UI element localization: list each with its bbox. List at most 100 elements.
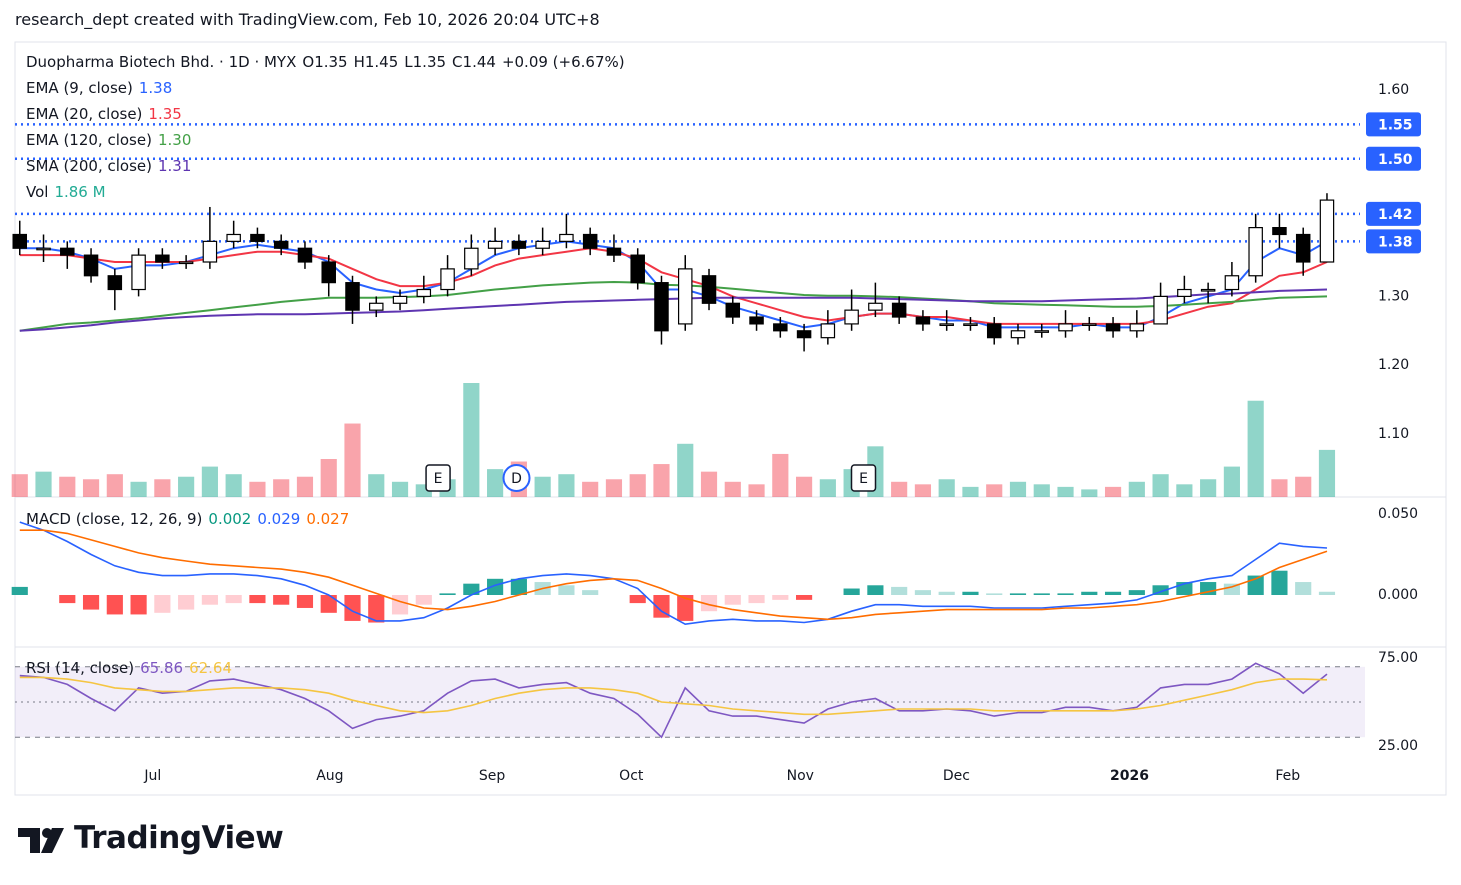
candle-body [178, 261, 194, 265]
candle-body [440, 268, 455, 291]
macd-histogram-bar [344, 595, 361, 621]
event-marker [425, 464, 451, 492]
x-tick-label: Oct [619, 768, 644, 784]
candle-body [796, 330, 812, 339]
candle-body [297, 247, 313, 263]
macd-line [19, 521, 1328, 626]
macd-histogram-bar [1152, 585, 1169, 596]
macd-histogram-bar [320, 595, 337, 613]
macd-histogram-bar [938, 591, 955, 596]
legend-name: EMA (120, close) [26, 131, 152, 149]
candle-body [535, 240, 550, 249]
legend-value: 62.64 [189, 659, 233, 677]
brand: TradingView [74, 820, 284, 856]
macd-histogram-bar [796, 595, 813, 600]
candle-body [915, 316, 931, 325]
volume-bar [1152, 474, 1169, 497]
candle-body [1200, 288, 1216, 292]
legend-value: 0.002 [208, 510, 252, 528]
candle-body [487, 240, 503, 249]
legend-name: SMA (200, close) [26, 157, 152, 175]
volume-bar [653, 464, 670, 497]
legend-row: Vol 1.86 M [26, 183, 112, 201]
volume-bar [629, 474, 646, 497]
legend-name: EMA (9, close) [26, 79, 133, 97]
legend-value: 1.86 M [54, 183, 106, 201]
legend-row: EMA (20, close) 1.35 [26, 105, 188, 123]
candle-body [273, 240, 289, 249]
volume-bar [534, 476, 551, 497]
candle-body [511, 240, 527, 249]
volume-bar [1057, 486, 1074, 497]
candle-body [1058, 323, 1073, 332]
macd-histogram-bar [582, 590, 599, 596]
candle-body [939, 323, 954, 327]
legend-value: 1.30 [157, 131, 192, 149]
volume-bar [962, 486, 979, 497]
rsi-line [19, 676, 1328, 716]
volume-bar [891, 481, 908, 497]
macd-histogram-bar [558, 585, 575, 596]
volume-bar [748, 484, 765, 497]
macd-histogram-bar [82, 595, 100, 610]
macd-histogram-bar [1271, 570, 1288, 596]
volume-bar [796, 476, 813, 497]
macd-histogram-bar [463, 583, 480, 596]
macd-line [19, 529, 1328, 621]
candle-body [677, 268, 693, 325]
macd-histogram-bar [225, 595, 242, 604]
candle-body [131, 254, 146, 291]
volume-bar [1128, 481, 1145, 497]
volume-bar [368, 474, 385, 497]
macd-histogram-bar [59, 595, 76, 604]
x-tick-label: 2026 [1110, 768, 1149, 784]
volume-bar [914, 484, 932, 497]
legend-row: RSI (14, close) 65.86 62.64 [26, 659, 238, 677]
legend-name: MACD (close, 12, 26, 9) [26, 510, 203, 528]
volume-bar [463, 383, 480, 497]
candle-body [725, 302, 741, 318]
volume-bar [344, 423, 361, 497]
volume-bar [819, 479, 836, 497]
y-tick-label: 0.050 [1378, 506, 1418, 522]
x-tick-label: Jul [143, 768, 161, 784]
macd-histogram-bar [843, 588, 860, 596]
candle-body [1082, 323, 1097, 327]
legend-value: 1.31 [158, 157, 192, 175]
ohlc-letter: L [404, 53, 413, 71]
volume-bar [605, 479, 623, 497]
candle-body [416, 288, 432, 297]
macd-histogram-bar [962, 591, 979, 596]
candle-body [1319, 199, 1335, 263]
legend-value: 0.027 [306, 510, 350, 528]
candle-body [1248, 227, 1263, 277]
volume-bar [700, 471, 718, 497]
candle-body [321, 261, 336, 284]
candle-body [464, 247, 479, 270]
candle-body [1295, 233, 1311, 263]
ohlc-value: 1.44 [462, 53, 496, 71]
legend-main: Duopharma Biotech Bhd. · 1D · MYX O1.35 H1… [26, 53, 631, 71]
volume-bar [1176, 484, 1193, 497]
legend-row: SMA (200, close) 1.31 [26, 157, 197, 175]
y-tick-label: 1.30 [1378, 288, 1409, 304]
macd-histogram-bar [439, 593, 456, 596]
macd-histogram-bar [1009, 593, 1027, 596]
volume-bar [1033, 484, 1050, 497]
volume-bar [225, 474, 242, 497]
ohlc-letter: H [353, 53, 365, 71]
volume-bar [273, 479, 290, 497]
volume-bar [391, 481, 409, 497]
x-tick-label: Dec [943, 768, 970, 784]
y-tick-label: 75.00 [1378, 650, 1418, 666]
volume-bar [772, 453, 789, 497]
indicator-line [19, 280, 1328, 332]
ohlc-value: 1.35 [412, 53, 447, 71]
legend-value: 1.38 [138, 79, 173, 97]
macd-histogram-bar [296, 595, 314, 608]
macd-histogram-bar [510, 578, 527, 596]
candle-body [12, 233, 28, 249]
candle-body [202, 240, 218, 263]
volume-bar [130, 481, 147, 497]
macd-histogram-bar [748, 595, 765, 604]
